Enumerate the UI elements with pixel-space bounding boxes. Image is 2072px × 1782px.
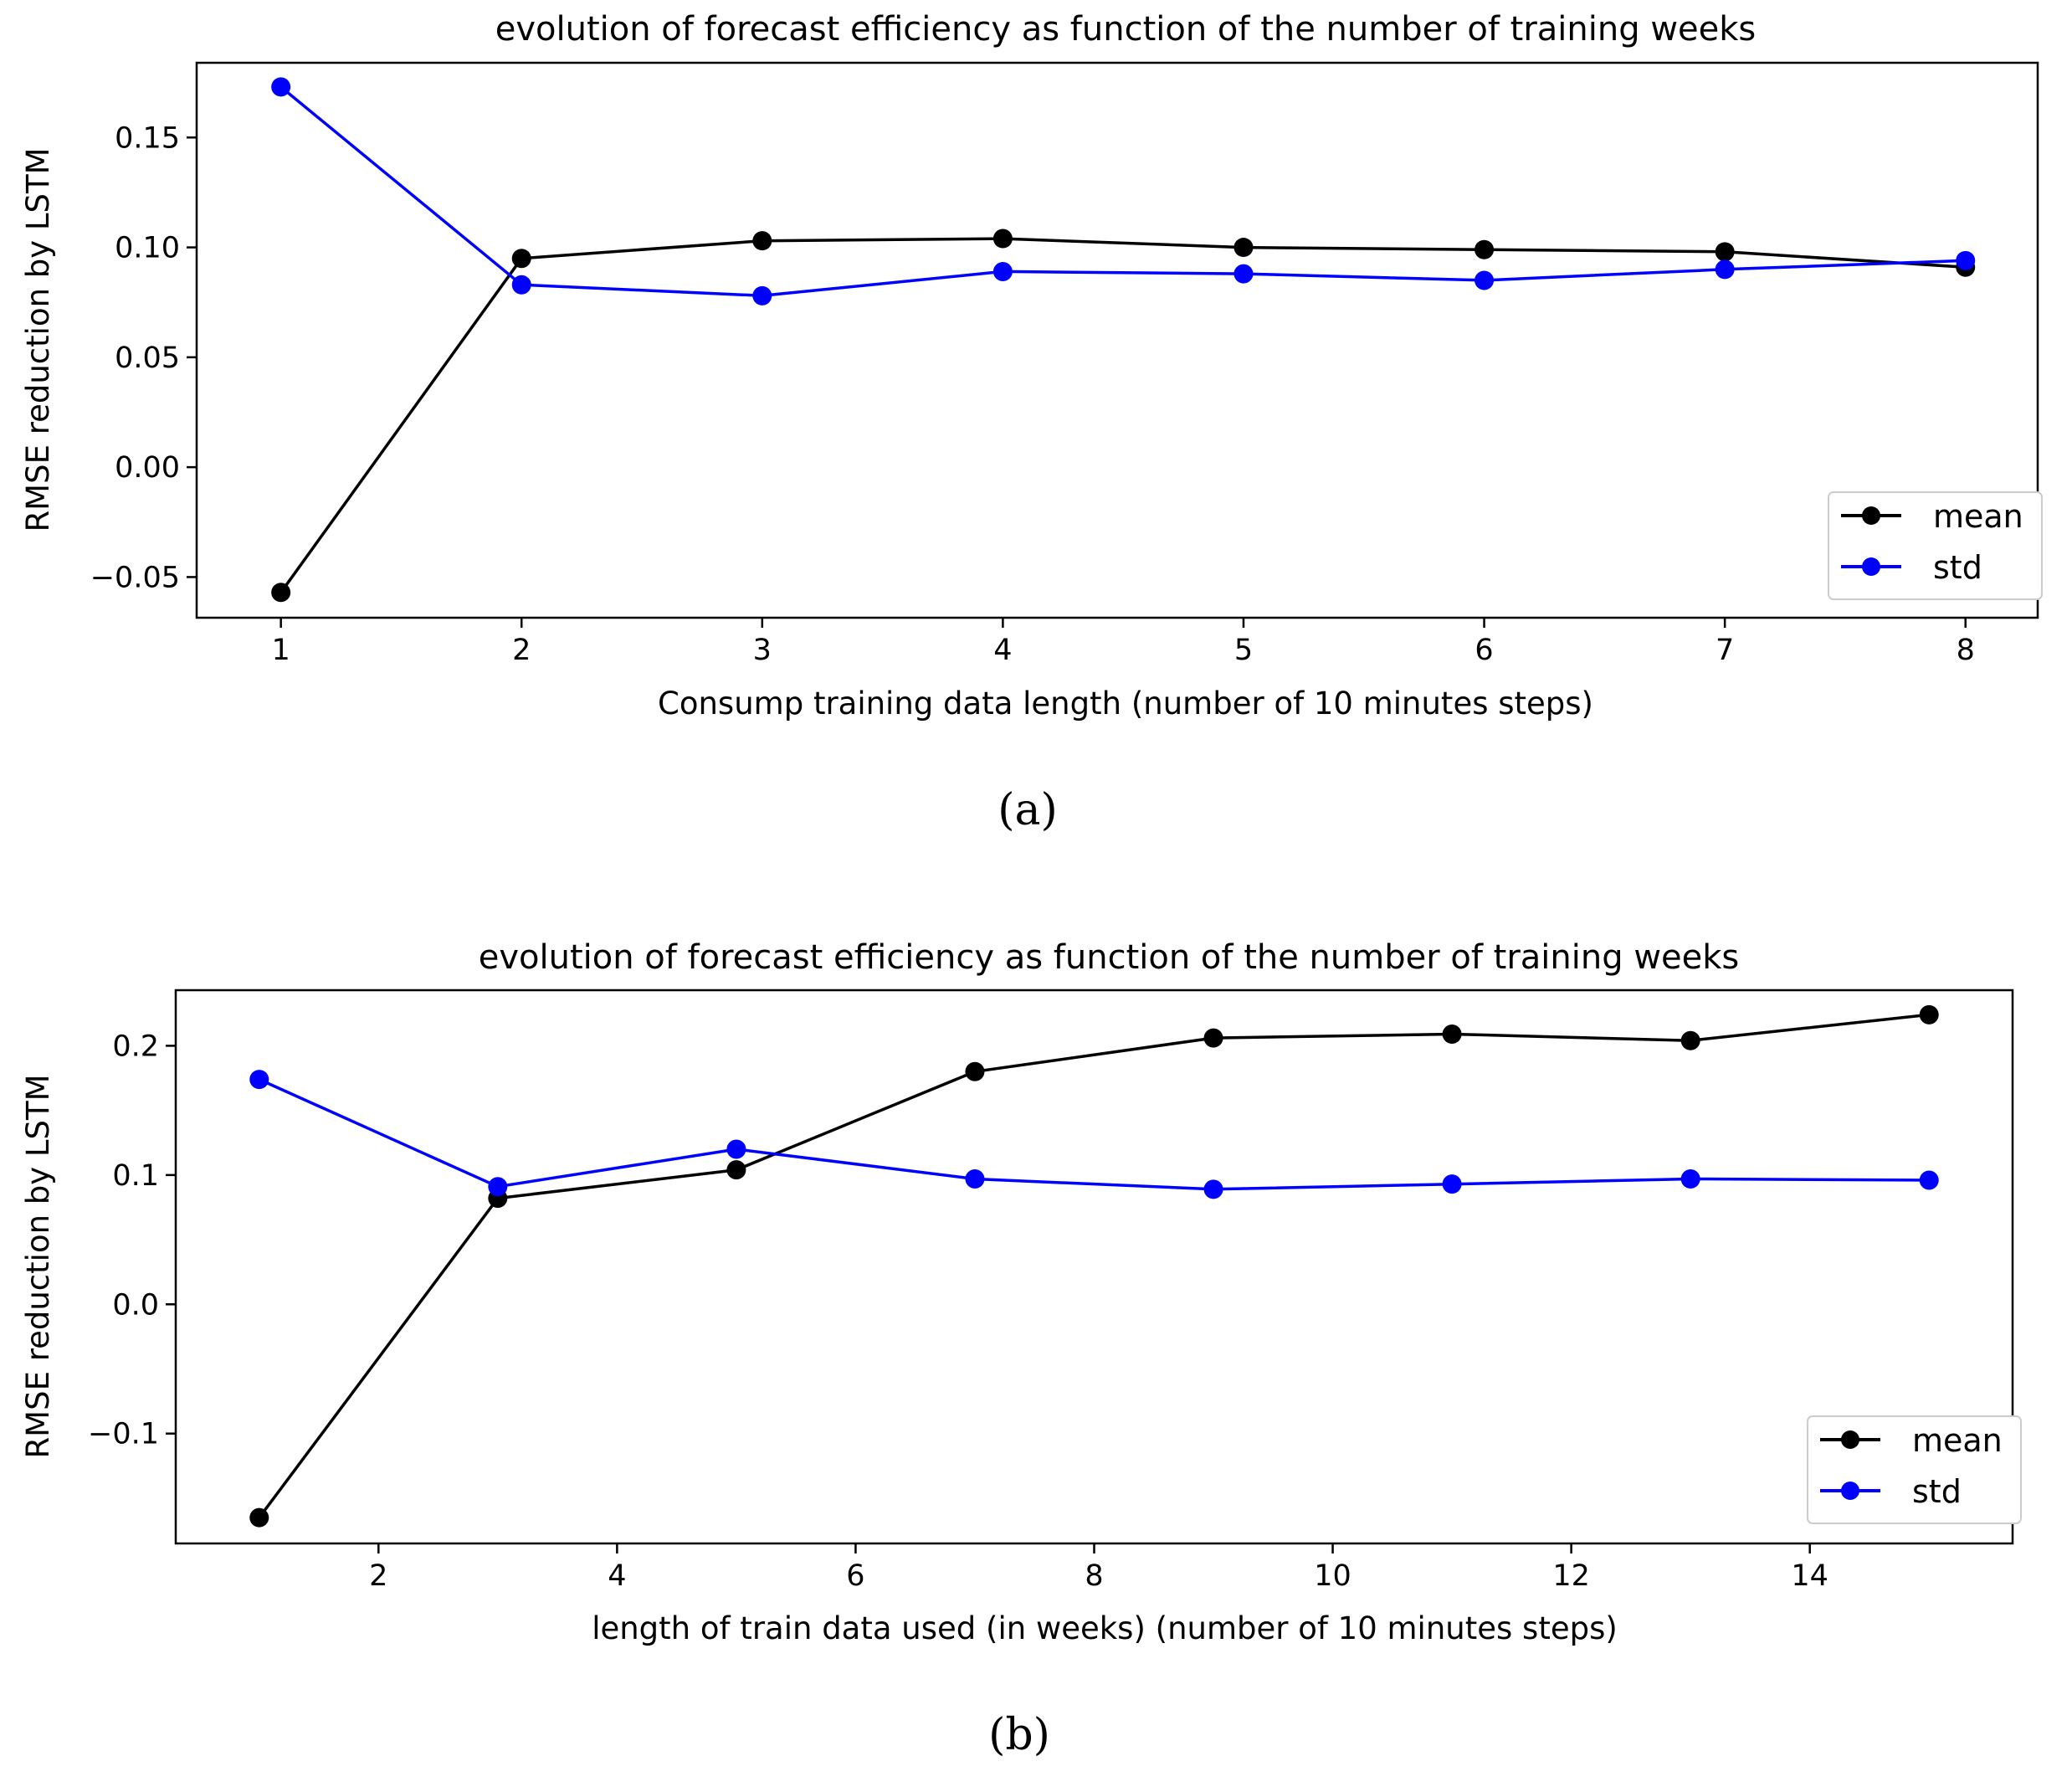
y-tick-label: 0.2 (112, 1030, 159, 1063)
x-tick-label: 10 (1314, 1559, 1351, 1593)
data-point-std (1203, 1179, 1223, 1199)
x-tick-label: 6 (846, 1559, 864, 1593)
data-point-mean (1233, 238, 1254, 258)
x-tick-label: 14 (1791, 1559, 1828, 1593)
data-point-std (1956, 250, 1976, 270)
x-tick-label: 4 (993, 634, 1012, 667)
data-point-mean (249, 1507, 269, 1528)
legend-label-std: std (1933, 549, 1982, 586)
data-point-mean (511, 249, 531, 269)
legend: mean std (1807, 1415, 2022, 1524)
series-layer (249, 1004, 1939, 1528)
data-point-mean (271, 583, 291, 603)
panel-caption: (b) (988, 1710, 1050, 1760)
x-tick-label: 4 (608, 1559, 626, 1593)
x-axis-label: Consump training data length (number of … (658, 686, 1593, 722)
data-point-mean (965, 1061, 985, 1081)
x-tick-label: 8 (1957, 634, 1975, 667)
legend-marker-std (1841, 1482, 1859, 1500)
legend-marker-std (1862, 557, 1880, 576)
data-point-std (1475, 270, 1495, 290)
series-layer (271, 77, 1976, 603)
x-ticks: 2 4 6 8 10 12 14 (369, 1543, 1828, 1593)
x-tick-label: 6 (1475, 634, 1493, 667)
data-point-mean (1680, 1030, 1700, 1050)
series-line-std (259, 1078, 1930, 1191)
data-point-std (965, 1168, 985, 1189)
x-tick-label: 2 (369, 1559, 387, 1593)
data-point-std (1680, 1168, 1700, 1189)
legend-label-mean: mean (1933, 498, 2023, 535)
plot-frame (174, 989, 2014, 1545)
data-point-std (992, 261, 1013, 281)
y-tick-label: 0.0 (112, 1288, 159, 1322)
y-ticks: −0.1 0.0 0.1 0.2 (88, 1030, 176, 1451)
chart-panel-a: evolution of forecast efficiency as func… (20, 10, 2043, 835)
data-point-std (726, 1139, 746, 1159)
data-point-std (1442, 1174, 1462, 1194)
y-tick-label: 0.10 (115, 232, 180, 265)
data-point-std (511, 275, 531, 295)
y-tick-label: −0.05 (90, 561, 180, 594)
data-point-mean (992, 229, 1013, 249)
y-tick-label: 0.15 (115, 121, 180, 155)
y-tick-label: 0.05 (115, 342, 180, 375)
x-tick-label: 8 (1085, 1559, 1103, 1593)
y-axis-label: RMSE reduction by LSTM (20, 1074, 56, 1458)
legend-marker-mean (1841, 1430, 1859, 1449)
data-point-mean (1203, 1028, 1223, 1048)
series-line-std (280, 85, 1966, 298)
y-tick-label: −0.1 (88, 1418, 159, 1451)
y-axis-label: RMSE reduction by LSTM (20, 147, 56, 532)
data-point-mean (726, 1160, 746, 1180)
data-point-std (752, 285, 772, 306)
chart-title: evolution of forecast efficiency as func… (479, 938, 1740, 977)
x-tick-label: 2 (512, 634, 531, 667)
x-tick-label: 5 (1234, 634, 1253, 667)
data-point-mean (1715, 242, 1735, 262)
data-point-std (1715, 259, 1735, 280)
x-tick-label: 1 (272, 634, 290, 667)
series-line-mean (280, 237, 1966, 593)
x-tick-label: 7 (1716, 634, 1734, 667)
data-point-mean (752, 231, 772, 251)
y-ticks: −0.05 0.00 0.05 0.10 0.15 (90, 121, 197, 594)
legend-box (1828, 491, 2043, 600)
legend-marker-mean (1862, 506, 1880, 525)
x-tick-label: 12 (1552, 1559, 1590, 1593)
legend: mean std (1828, 491, 2043, 600)
plot-frame (195, 61, 2039, 619)
x-axis-label: length of train data used (in weeks) (nu… (592, 1610, 1618, 1646)
y-tick-label: 0.1 (112, 1159, 159, 1193)
series-line-mean (258, 1013, 1930, 1519)
x-ticks: 1 2 3 4 5 6 7 8 (272, 618, 1975, 667)
data-point-mean (1442, 1025, 1462, 1045)
x-tick-label: 3 (753, 634, 772, 667)
legend-box (1807, 1415, 2022, 1524)
data-point-std (271, 77, 291, 97)
data-point-std (1233, 264, 1254, 284)
data-point-std (488, 1177, 508, 1197)
legend-label-mean: mean (1912, 1422, 2003, 1459)
data-point-std (249, 1070, 269, 1090)
chart-panel-b: evolution of forecast efficiency as func… (20, 938, 2022, 1760)
y-tick-label: 0.00 (115, 451, 180, 485)
data-point-mean (1919, 1004, 1939, 1025)
legend-label-std: std (1912, 1473, 1962, 1510)
data-point-std (1919, 1170, 1939, 1190)
chart-title: evolution of forecast efficiency as func… (495, 10, 1757, 49)
data-point-mean (1475, 239, 1495, 259)
panel-caption: (a) (998, 785, 1058, 835)
